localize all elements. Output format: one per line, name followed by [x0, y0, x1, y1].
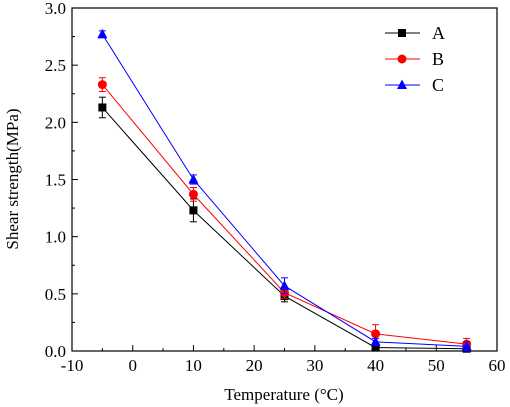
x-tick-label: 50 — [428, 356, 445, 375]
x-tick-label: 40 — [367, 356, 384, 375]
series-C — [97, 28, 472, 352]
legend-marker — [398, 29, 406, 37]
series-line — [101, 84, 467, 345]
legend-label: A — [432, 23, 445, 43]
data-point — [461, 340, 472, 351]
x-tick-label: -10 — [61, 356, 84, 375]
y-tick-label: 1.0 — [45, 228, 66, 247]
data-point — [188, 174, 199, 184]
data-point — [370, 336, 381, 346]
y-tick-label: 2.5 — [45, 56, 66, 75]
y-tick-label: 3.0 — [45, 0, 66, 18]
data-point — [279, 280, 290, 290]
legend-marker — [397, 54, 407, 64]
x-tick-label: 20 — [246, 356, 263, 375]
x-tick-label: 30 — [306, 356, 323, 375]
y-tick-label: 1.5 — [45, 171, 66, 190]
series-B — [97, 77, 472, 351]
data-point — [97, 80, 107, 90]
legend-label: C — [432, 75, 444, 95]
series-A — [98, 96, 471, 353]
data-point — [98, 103, 107, 112]
y-tick-label: 2.0 — [45, 113, 66, 132]
data-point — [371, 329, 381, 339]
series-layer — [97, 28, 472, 353]
legend: ABC — [385, 23, 445, 95]
data-point — [97, 28, 108, 39]
x-tick-label: 10 — [185, 356, 202, 375]
y-axis-title: Shear strength(MPa) — [3, 108, 22, 249]
y-tick-label: 0.5 — [45, 285, 66, 304]
y-tick-label: 0.0 — [45, 342, 66, 361]
legend-marker — [397, 79, 407, 89]
data-point — [371, 343, 380, 352]
x-tick-label: 0 — [128, 356, 137, 375]
data-point — [189, 206, 198, 215]
legend-label: B — [432, 49, 444, 69]
data-point — [188, 189, 198, 199]
x-axis-title: Temperature (°C) — [224, 385, 343, 404]
ticks: -10 0 10 20 30 40 50 60 0.0 0.5 1.0 1.5 2.0 2.5 3.0 — [45, 0, 506, 375]
series-line — [101, 107, 467, 350]
x-tick-label: 60 — [489, 356, 506, 375]
